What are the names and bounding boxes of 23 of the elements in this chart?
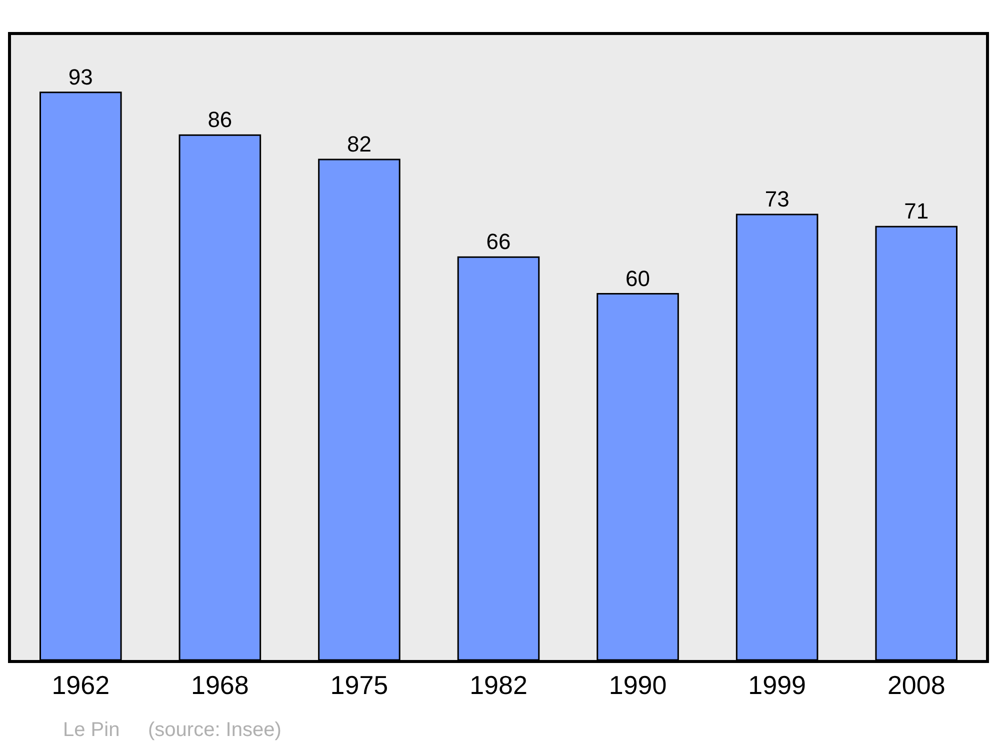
text: Le Pin <box>63 719 120 741</box>
bar <box>457 256 540 660</box>
bar <box>596 293 679 660</box>
data-label: 86 <box>208 107 232 132</box>
bar <box>875 226 958 660</box>
text: (source: Insee) <box>148 719 282 741</box>
x-tick-label: 1968 <box>191 670 249 700</box>
data-label: 60 <box>626 266 650 291</box>
data-label: 82 <box>346 132 372 157</box>
data-label: 66 <box>486 229 511 254</box>
x-tick-label: 1982 <box>470 670 528 700</box>
bar <box>178 134 262 660</box>
data-label: 71 <box>904 198 929 224</box>
bar <box>40 92 122 660</box>
bar <box>318 158 400 660</box>
bar <box>736 214 818 660</box>
x-tick-label: 1975 <box>330 670 388 700</box>
x-tick-label: 2008 <box>887 670 946 700</box>
x-tick-label: 1990 <box>608 670 667 700</box>
data-label: 73 <box>764 186 790 212</box>
data-label: 93 <box>68 64 93 90</box>
x-tick-label: 1999 <box>748 670 806 700</box>
x-tick-label: 1962 <box>52 670 110 700</box>
